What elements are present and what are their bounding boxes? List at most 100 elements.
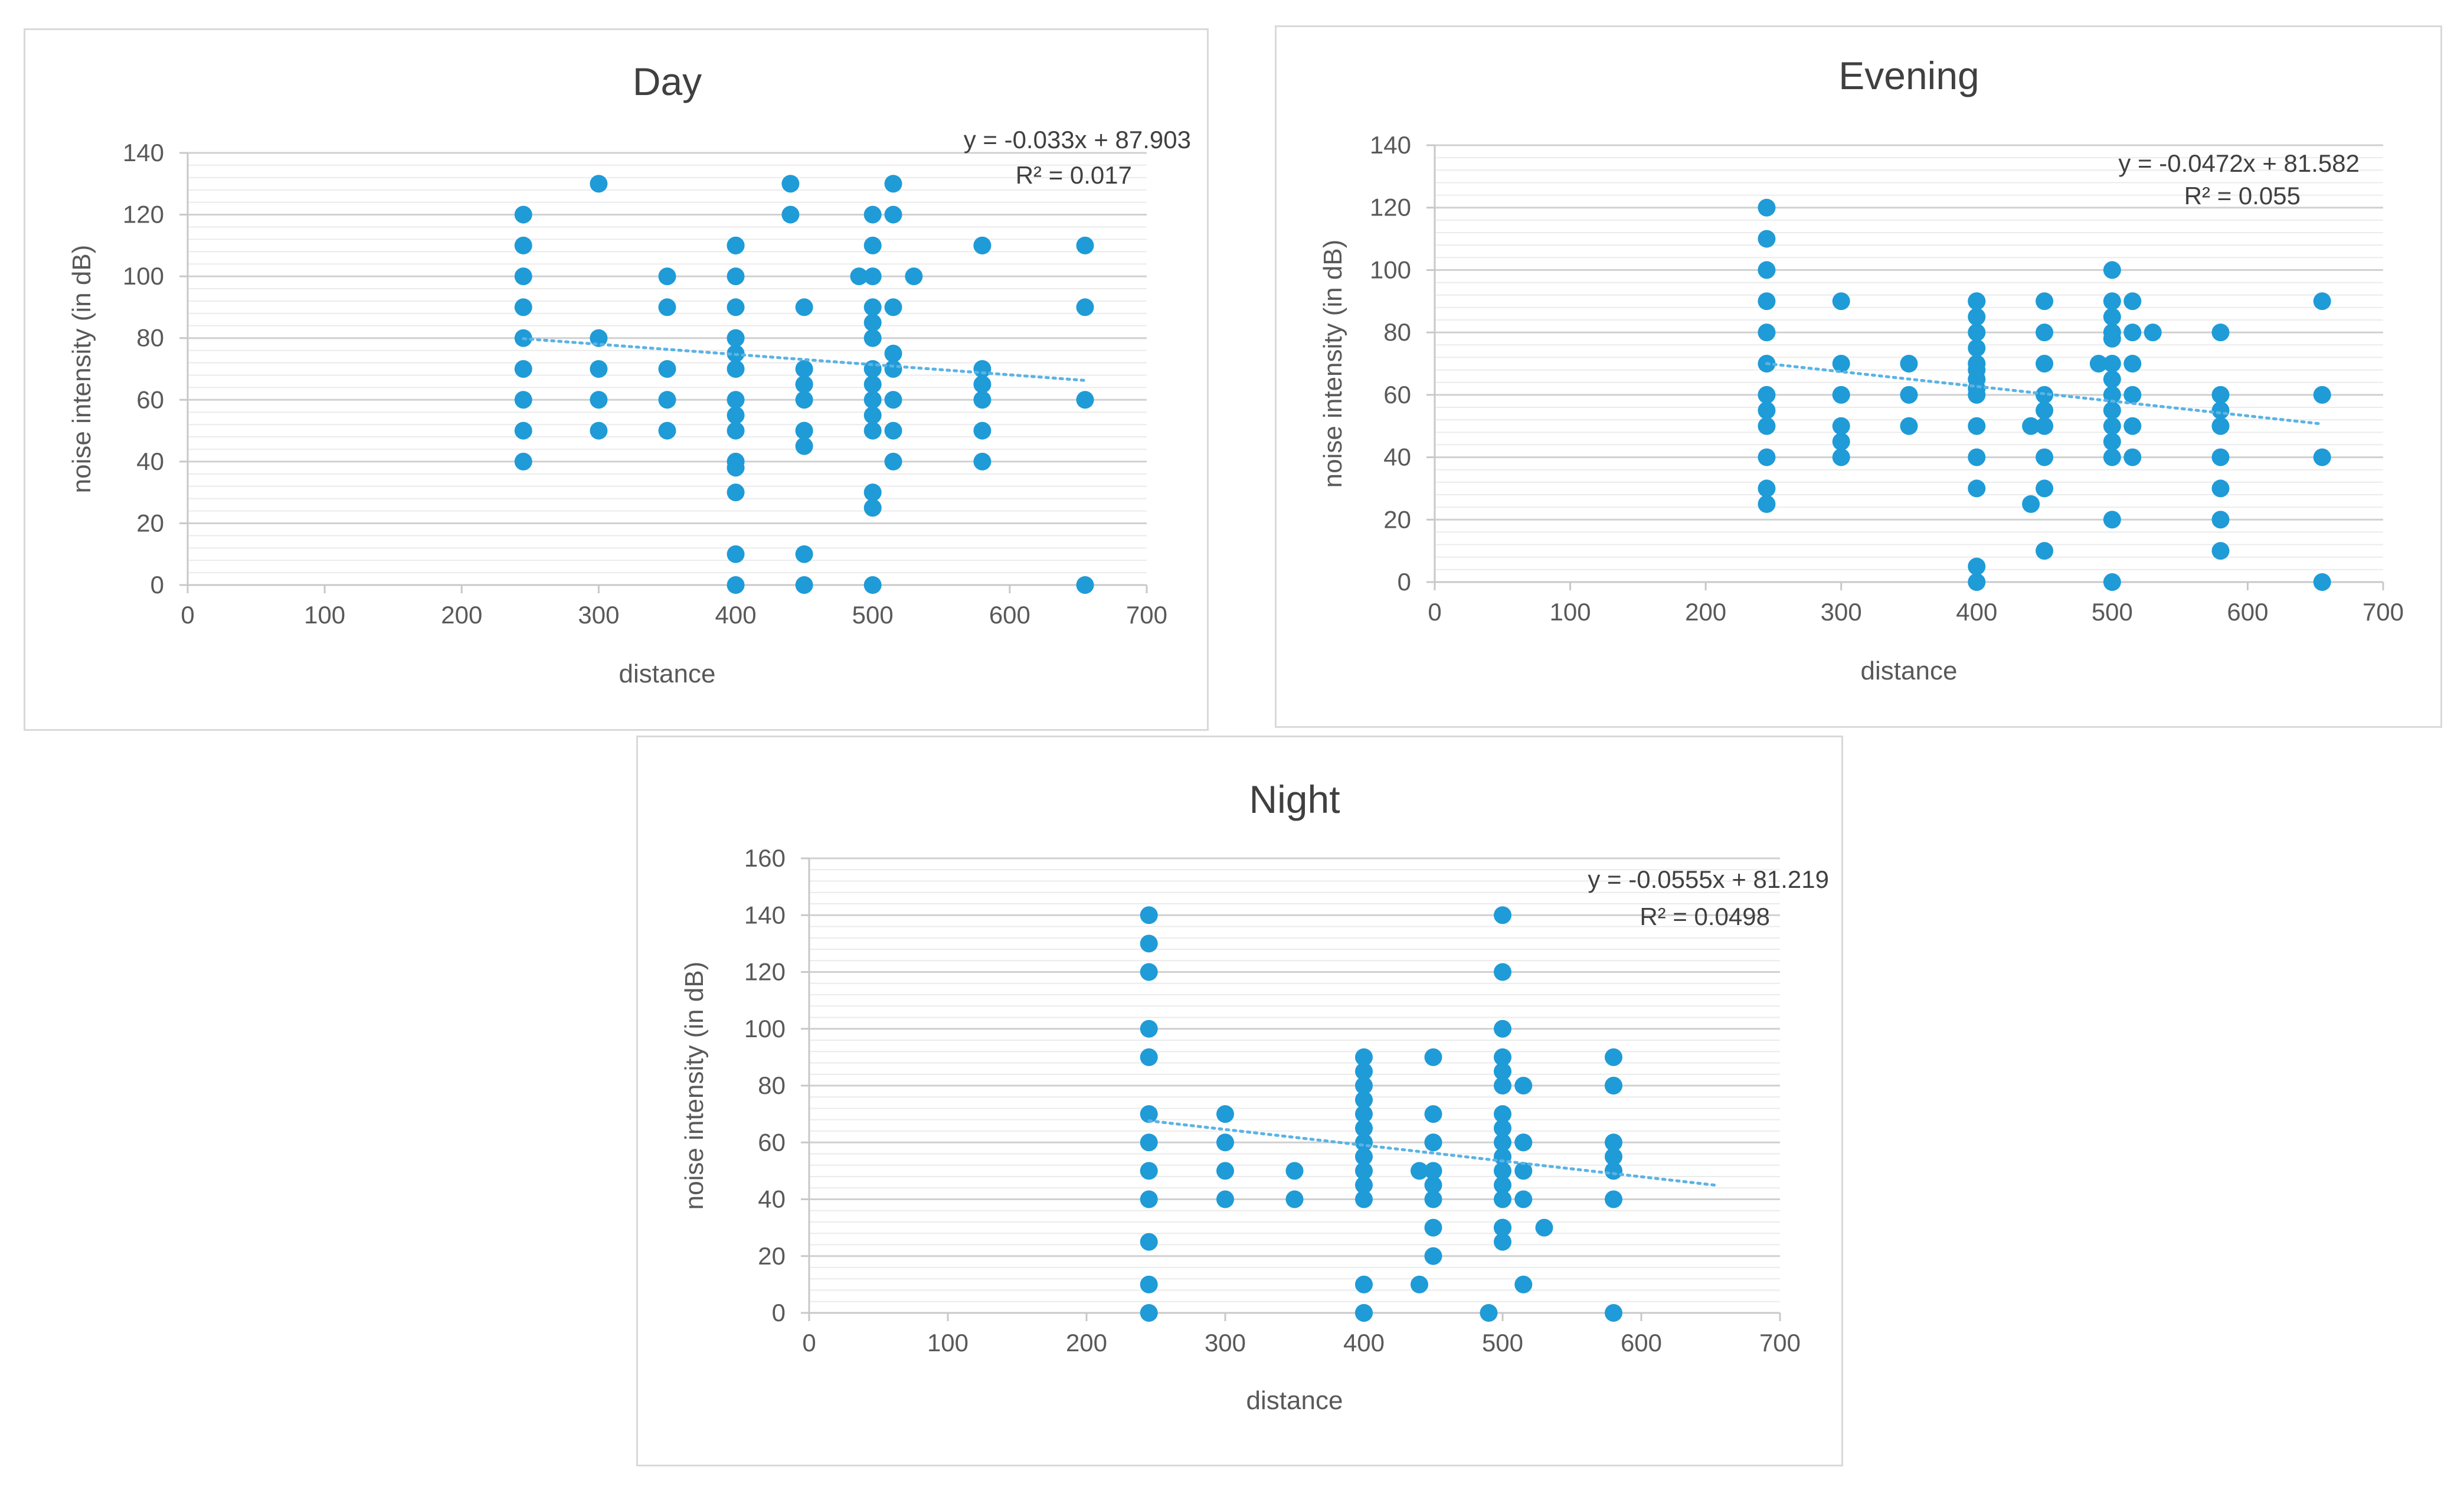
chart-0-point: [884, 360, 902, 378]
chart-0-point: [863, 267, 882, 286]
chart-1-point: [2144, 324, 2162, 342]
chart-0-y-tick-label: 80: [136, 324, 164, 352]
chart-2-points: [1140, 906, 1622, 1322]
chart-2-point: [1494, 1176, 1511, 1194]
chart-2-point: [1424, 1190, 1442, 1208]
chart-2-point: [1355, 1119, 1373, 1138]
chart-1-x-tick-label: 400: [1956, 598, 1997, 626]
chart-1-point: [2211, 324, 2230, 342]
chart-1-point: [2036, 542, 2054, 560]
chart-2-point: [1605, 1133, 1622, 1152]
chart-2-y-tick-label: 160: [744, 844, 786, 872]
chart-0-point: [973, 236, 992, 254]
chart-0-equation: y = -0.033x + 87.903: [964, 126, 1191, 153]
chart-1-point: [2103, 261, 2121, 279]
chart-1-point: [1758, 401, 1776, 420]
chart-1-point: [1832, 417, 1850, 435]
chart-0-point: [727, 236, 745, 254]
chart-2-y-tick-label: 60: [758, 1128, 786, 1156]
chart-0-point: [514, 205, 532, 224]
chart-1-point: [2211, 542, 2230, 560]
chart-2-y-tick-label: 100: [744, 1015, 786, 1043]
chart-0-y-tick-label: 20: [136, 509, 164, 537]
chart-2-point: [1216, 1133, 1234, 1152]
chart-2-y-tick-label: 120: [744, 958, 786, 986]
chart-1-point: [2036, 292, 2054, 311]
chart-1-r-squared: R² = 0.055: [2184, 182, 2301, 210]
chart-1-point: [1832, 355, 1850, 372]
chart-night-svg: 0 100 200 300 400 500 600 700 0 20 40 60 80 100 120 140…: [680, 777, 1829, 1415]
chart-0-title: Day: [633, 60, 702, 103]
chart-0-point: [514, 360, 532, 378]
chart-0-point: [884, 344, 902, 362]
chart-0-point: [514, 267, 532, 286]
chart-1-point: [2123, 448, 2142, 466]
chart-2-gridlines: [809, 857, 1780, 1314]
chart-1-y-tick-label: 40: [1383, 443, 1411, 471]
chart-2-point: [1494, 1233, 1511, 1251]
chart-1-point: [2103, 433, 2121, 451]
chart-1-point: [1832, 385, 1850, 404]
chart-2-y-tick-label: 80: [758, 1071, 786, 1099]
chart-1-x-tick-label: 0: [1428, 598, 1441, 626]
chart-1-point: [1832, 433, 1850, 451]
chart-0-y-tick-label: 40: [136, 447, 164, 475]
chart-2-point: [1140, 1105, 1158, 1123]
chart-2-point: [1494, 1218, 1511, 1237]
chart-0-point: [863, 205, 882, 224]
chart-2-point: [1140, 906, 1158, 924]
chart-1-point: [1758, 198, 1776, 217]
chart-1-point: [2036, 324, 2054, 342]
chart-1-point: [1900, 355, 1918, 372]
chart-2-equation: y = -0.0555x + 81.219: [1588, 865, 1829, 893]
chart-1-point: [1758, 292, 1776, 311]
chart-1-point: [1758, 495, 1776, 513]
chart-2-point: [1424, 1247, 1442, 1265]
chart-1-point: [2123, 324, 2142, 342]
chart-0-x-tick-label: 0: [181, 601, 194, 629]
chart-1-point: [2103, 370, 2121, 388]
chart-0-x-tick-label: 200: [441, 601, 482, 629]
chart-0-x-tick-label: 600: [989, 601, 1030, 629]
chart-0-point: [590, 360, 608, 378]
chart-0-point: [795, 391, 813, 409]
chart-0-point: [590, 329, 608, 347]
chart-2-point: [1494, 1105, 1511, 1123]
chart-0-point: [973, 375, 992, 394]
chart-1-point: [1832, 448, 1850, 466]
chart-0-point: [795, 421, 813, 440]
chart-2-point: [1216, 1162, 1234, 1180]
chart-2-point: [1514, 1275, 1533, 1293]
chart-1-point: [2123, 417, 2142, 435]
chart-2-point: [1494, 1020, 1511, 1038]
chart-2-point: [1514, 1133, 1533, 1152]
chart-0-point: [514, 421, 532, 440]
chart-2-point: [1216, 1190, 1234, 1208]
chart-0-point: [884, 205, 902, 224]
chart-0-point: [514, 298, 532, 316]
chart-0-point: [795, 298, 813, 316]
chart-2-point: [1514, 1162, 1533, 1180]
chart-2-point: [1514, 1077, 1533, 1094]
chart-0-x-tick-label: 400: [715, 601, 757, 629]
chart-1-point: [2211, 479, 2230, 498]
chart-2-point: [1535, 1218, 1553, 1237]
chart-2-x-tick-label: 200: [1066, 1329, 1107, 1357]
chart-1-point: [1968, 308, 1986, 326]
chart-1-point: [1758, 385, 1776, 404]
chart-2-point: [1355, 1275, 1373, 1293]
chart-1-point: [2123, 385, 2142, 404]
chart-2-point: [1140, 1133, 1158, 1152]
chart-1-point: [1968, 573, 1986, 591]
chart-2-x-tick-label: 0: [802, 1329, 816, 1357]
chart-1-point: [2123, 292, 2142, 311]
chart-0-trendline: [522, 337, 1087, 382]
chart-2-point: [1424, 1218, 1442, 1237]
chart-0-point: [514, 236, 532, 254]
chart-1-point: [2103, 324, 2121, 342]
chart-0-y-tick-label: 100: [123, 262, 164, 290]
chart-2-point: [1355, 1105, 1373, 1123]
chart-0-point: [727, 406, 745, 424]
chart-2-point: [1140, 1275, 1158, 1293]
chart-2-point: [1216, 1105, 1234, 1123]
